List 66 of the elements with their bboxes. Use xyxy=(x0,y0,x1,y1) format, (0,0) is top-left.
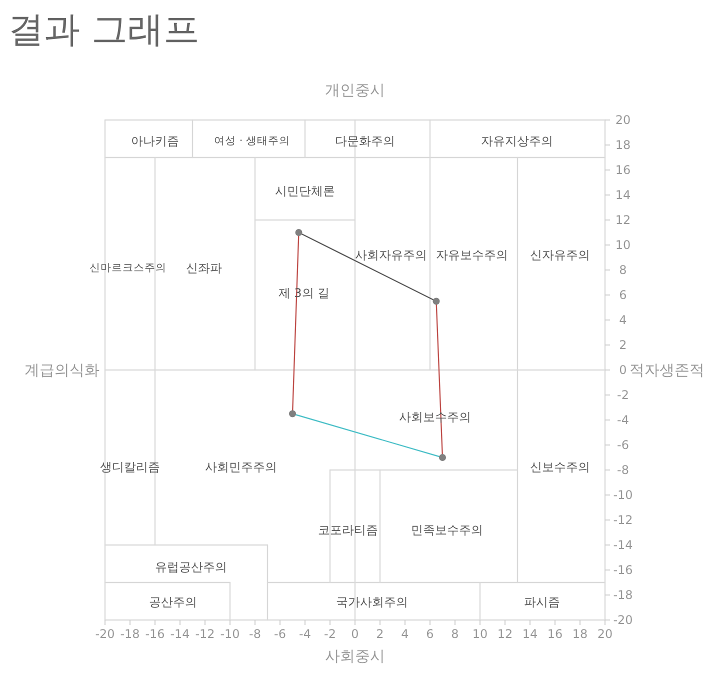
y-tick-label: 2 xyxy=(619,338,627,352)
annotation: 시민단체론 xyxy=(275,184,335,198)
x-tick-label: 2 xyxy=(376,627,384,641)
annotation: 생디칼리즘 xyxy=(100,460,160,474)
y-tick-label: 14 xyxy=(615,188,631,202)
y-tick-label: -12 xyxy=(613,513,633,527)
x-tick-label: 20 xyxy=(597,627,613,641)
annotation: 자유지상주의 xyxy=(481,134,553,148)
annotation: 사회자유주의 xyxy=(355,248,427,262)
y-tick-label: -8 xyxy=(617,463,629,477)
y-tick-label: 16 xyxy=(615,163,631,177)
y-tick-label: -10 xyxy=(613,488,633,502)
x-tick-label: -14 xyxy=(170,627,190,641)
annotation: 민족보수주의 xyxy=(411,523,483,537)
annotation: 아나키즘 xyxy=(131,134,179,148)
y-tick-label: 20 xyxy=(615,113,631,127)
x-tick-label: -16 xyxy=(145,627,165,641)
annotation: 유럽공산주의 xyxy=(155,560,227,574)
y-tick-label: -4 xyxy=(617,413,629,427)
annotation: 신보수주의 xyxy=(530,460,590,474)
x-tick-label: -20 xyxy=(95,627,115,641)
y-tick-label: 18 xyxy=(615,138,631,152)
annotation: 코포라티즘 xyxy=(318,523,378,537)
x-tick-label: 4 xyxy=(401,627,409,641)
y-tick-label: 6 xyxy=(619,288,627,302)
y-tick-label: -20 xyxy=(613,613,633,627)
annotation: 파시즘 xyxy=(524,595,560,609)
annotation: 신자유주의 xyxy=(530,248,590,262)
x-tick-label: 0 xyxy=(351,627,359,641)
y-tick-label: -16 xyxy=(613,563,633,577)
y-tick-label: -18 xyxy=(613,588,633,602)
y-tick-label: 4 xyxy=(619,313,627,327)
x-tick-label: -4 xyxy=(299,627,311,641)
y-tick-label: -6 xyxy=(617,438,629,452)
y2-axis-title: 적자생존적 xyxy=(630,361,704,379)
y-axis-title: 계급의식화 xyxy=(24,361,100,379)
y-tick-label: -14 xyxy=(613,538,633,552)
x-tick-label: -10 xyxy=(220,627,240,641)
x-tick-label: -18 xyxy=(120,627,140,641)
x-tick-label: 12 xyxy=(497,627,513,641)
chart-title: 결과 그래프 xyxy=(8,10,200,50)
text: 개인중시 xyxy=(325,81,385,99)
x-axis-title: 사회중시 xyxy=(325,647,385,665)
y-tick-label: 12 xyxy=(615,213,631,227)
annotation: 자유보수주의 xyxy=(436,248,508,262)
annotation: 신마르크스주의 xyxy=(90,262,166,274)
annotation: 공산주의 xyxy=(149,595,197,609)
x-tick-label: -12 xyxy=(195,627,215,641)
y-tick-label: 0 xyxy=(619,363,627,377)
y-tick-label: -2 xyxy=(617,388,629,402)
x-tick-label: 10 xyxy=(472,627,488,641)
y-tick-label: 8 xyxy=(619,263,627,277)
annotation: 여성 · 생태주의 xyxy=(214,135,290,147)
x-tick-label: 6 xyxy=(426,627,434,641)
x-tick-label: 8 xyxy=(451,627,459,641)
y-tick-label: 10 xyxy=(615,238,631,252)
x-tick-label: 14 xyxy=(522,627,538,641)
annotation: 사회민주주의 xyxy=(205,460,277,474)
x-tick-label: -6 xyxy=(274,627,286,641)
annotation: 국가사회주의 xyxy=(336,595,408,609)
x-tick-label: 18 xyxy=(572,627,588,641)
annotation: 다문화주의 xyxy=(335,134,395,148)
x-tick-label: -8 xyxy=(249,627,261,641)
x-tick-label: 16 xyxy=(547,627,563,641)
annotation: 신좌파 xyxy=(186,261,222,275)
x-tick-label: -2 xyxy=(324,627,336,641)
